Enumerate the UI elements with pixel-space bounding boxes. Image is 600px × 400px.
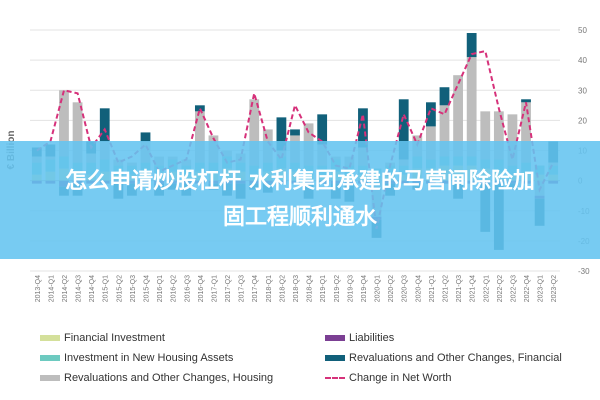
x-tick-label: 2023-Q1 xyxy=(538,275,545,302)
y-tick-label: -30 xyxy=(578,267,590,276)
legend-label: Change in Net Worth xyxy=(349,372,452,384)
x-tick-label: 2017-Q1 xyxy=(211,275,218,302)
bar-segment xyxy=(99,108,110,142)
bar-segment xyxy=(317,114,328,145)
bar-segment xyxy=(439,87,450,106)
x-tick-label: 2021-Q2 xyxy=(442,275,449,302)
x-tick-label: 2022-Q3 xyxy=(510,275,517,302)
legend-label: Financial Investment xyxy=(64,332,165,344)
y-tick-label: 40 xyxy=(578,56,587,65)
bar-segment xyxy=(72,102,83,163)
overlay-banner[interactable]: 怎么申请炒股杠杆 水利集团承建的马营闸除险加 固工程顺利通水 xyxy=(0,141,600,259)
x-tick-label: 2015-Q4 xyxy=(144,275,151,302)
x-tick-label: 2020-Q2 xyxy=(388,275,395,302)
legend-item: Liabilities xyxy=(325,332,394,344)
x-tick-label: 2014-Q2 xyxy=(62,275,69,302)
legend-item: Revaluations and Other Changes, Housing xyxy=(40,372,273,384)
legend-swatch xyxy=(40,375,60,381)
bar-segment xyxy=(466,33,477,58)
legend-item: Revaluations and Other Changes, Financia… xyxy=(325,352,562,364)
bar-segment xyxy=(140,132,151,142)
x-tick-label: 2022-Q4 xyxy=(524,275,531,302)
x-tick-label: 2014-Q1 xyxy=(48,275,55,302)
y-tick-label: 30 xyxy=(578,86,587,95)
x-tick-label: 2014-Q3 xyxy=(76,275,83,302)
x-tick-label: 2015-Q3 xyxy=(130,275,137,302)
x-tick-label: 2015-Q1 xyxy=(103,275,110,302)
x-tick-label: 2016-Q1 xyxy=(157,275,164,302)
x-tick-label: 2021-Q4 xyxy=(470,275,477,302)
x-tick-label: 2019-Q2 xyxy=(334,275,341,302)
x-tick-label: 2013-Q4 xyxy=(35,275,42,302)
x-tick-label: 2014-Q4 xyxy=(89,275,96,302)
x-tick-label: 2018-Q2 xyxy=(279,275,286,302)
banner-line-1: 怎么申请炒股杠杆 水利集团承建的马营闸除险加 xyxy=(65,169,535,194)
x-tick-label: 2021-Q3 xyxy=(456,275,463,302)
bar-segment xyxy=(507,114,518,166)
bar-segment xyxy=(290,129,300,136)
bar-segment xyxy=(426,102,436,127)
bar-segment xyxy=(194,105,205,112)
x-tick-label: 2020-Q1 xyxy=(375,275,382,302)
x-tick-label: 2022-Q2 xyxy=(497,275,504,302)
x-tick-label: 2023-Q2 xyxy=(551,275,558,302)
banner-text: 怎么申请炒股杠杆 水利集团承建的马营闸除险加 固工程顺利通水 xyxy=(20,164,580,236)
chart-legend: Financial Investment Liabilities Investmen… xyxy=(40,332,580,396)
legend-swatch xyxy=(40,335,60,341)
x-tick-label: 2019-Q1 xyxy=(320,275,327,302)
legend-item: Investment in New Housing Assets xyxy=(40,352,233,364)
bar-segment xyxy=(493,111,504,160)
bar-segment xyxy=(480,111,491,160)
x-tick-label: 2016-Q3 xyxy=(184,275,191,302)
bar-segment xyxy=(276,117,287,151)
x-tick-label: 2017-Q3 xyxy=(239,275,246,302)
bar-segment xyxy=(521,99,531,103)
legend-swatch xyxy=(325,335,345,341)
x-tick-label: 2018-Q1 xyxy=(266,275,273,302)
y-tick-label: 50 xyxy=(578,26,587,35)
bar-segment xyxy=(521,102,531,163)
x-tick-label: 2022-Q1 xyxy=(483,275,490,302)
bar-segment xyxy=(398,99,409,160)
legend-label: Liabilities xyxy=(349,332,395,344)
x-tick-label: 2016-Q2 xyxy=(171,275,178,302)
x-tick-label: 2017-Q2 xyxy=(225,275,232,302)
bar-segment xyxy=(59,90,69,157)
legend-label: Investment in New Housing Assets xyxy=(64,352,234,364)
bar-segment xyxy=(249,99,260,166)
x-tick-label: 2018-Q4 xyxy=(307,275,314,302)
x-tick-labels: 2013-Q4 2014-Q1 2014-Q2 2014-Q3 2014-Q4 2015-… xyxy=(35,275,558,302)
legend-label: Revaluations and Other Changes, Financia… xyxy=(349,352,562,364)
bar-segment xyxy=(466,57,477,157)
legend-item: Financial Investment xyxy=(40,332,165,344)
x-tick-label: 2021-Q1 xyxy=(429,275,436,302)
x-tick-label: 2019-Q4 xyxy=(361,275,368,302)
x-tick-label: 2018-Q3 xyxy=(293,275,300,302)
x-tick-label: 2019-Q3 xyxy=(347,275,354,302)
x-tick-label: 2020-Q3 xyxy=(402,275,409,302)
x-tick-label: 2017-Q4 xyxy=(252,275,259,302)
bar-segment xyxy=(358,108,368,148)
x-tick-label: 2016-Q4 xyxy=(198,275,205,302)
legend-label: Revaluations and Other Changes, Housing xyxy=(64,372,274,384)
bar-segment xyxy=(439,105,450,157)
legend-item: Change in Net Worth xyxy=(325,372,452,384)
legend-swatch xyxy=(325,355,345,361)
legend-swatch xyxy=(40,355,60,361)
banner-line-2: 固工程顺利通水 xyxy=(222,205,377,230)
x-tick-label: 2020-Q4 xyxy=(415,275,422,302)
bar-segment xyxy=(194,111,205,163)
x-tick-label: 2015-Q2 xyxy=(116,275,123,302)
bar-segment xyxy=(453,75,463,157)
legend-line-swatch xyxy=(325,377,345,379)
y-tick-label: 20 xyxy=(578,116,587,125)
